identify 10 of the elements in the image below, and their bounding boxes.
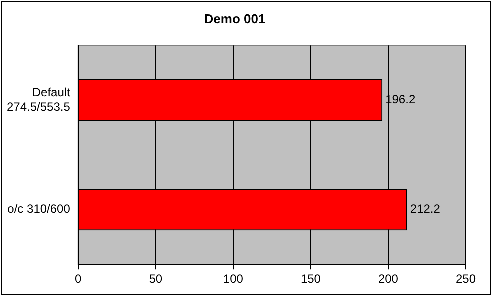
x-tick-label: 250: [456, 272, 476, 286]
y-tick-label: Default 274.5/553.5: [6, 85, 72, 114]
x-tick-label: 150: [300, 272, 322, 286]
y-tick-label: o/c 310/600: [8, 202, 71, 216]
chart-title: Demo 001: [204, 11, 266, 26]
x-tick-label: 100: [223, 272, 244, 286]
x-tick-label: 0: [75, 272, 82, 286]
x-tick-label: 200: [378, 272, 399, 286]
data-label: 212.2: [410, 202, 441, 216]
x-tick-label: 50: [149, 272, 163, 286]
